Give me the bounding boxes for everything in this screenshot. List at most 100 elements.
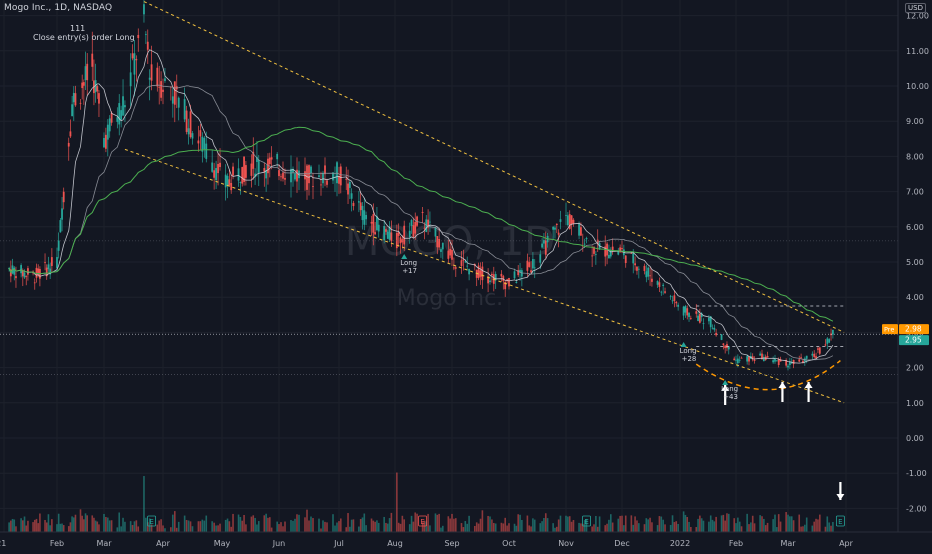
candle-body xyxy=(211,162,214,172)
volume-bar xyxy=(10,520,12,532)
candle-body xyxy=(636,266,638,271)
volume-bar xyxy=(131,525,134,532)
candle-body xyxy=(199,130,202,137)
candle-body xyxy=(118,103,121,125)
volume-bar xyxy=(552,523,554,532)
candle-body xyxy=(86,63,89,81)
candle-body xyxy=(33,282,36,284)
candle-body xyxy=(709,316,712,328)
volume-bar xyxy=(776,527,778,532)
candle-body xyxy=(425,219,428,232)
volume-bar xyxy=(608,519,610,532)
volume-bar xyxy=(826,516,829,532)
candle-body xyxy=(386,231,389,239)
price-tick-label: 8.00 xyxy=(906,152,924,161)
volume-bar xyxy=(819,514,821,532)
volume-bar xyxy=(59,523,62,532)
candle-body xyxy=(239,181,242,183)
candle-body xyxy=(82,82,85,86)
volume-bar xyxy=(377,522,380,532)
volume-bar xyxy=(533,519,536,532)
volume-bar xyxy=(110,520,113,532)
volume-bar xyxy=(515,525,518,532)
volume-bar xyxy=(96,521,99,532)
volume-bar xyxy=(23,516,26,532)
volume-bar xyxy=(226,518,229,532)
candle-body xyxy=(44,262,46,263)
volume-bar xyxy=(390,512,393,532)
volume-bar xyxy=(436,514,439,532)
volume-bar xyxy=(94,520,97,532)
candle-body xyxy=(585,238,588,240)
time-tick-label: Jun xyxy=(272,539,286,548)
candle-body xyxy=(59,220,62,233)
volume-bar xyxy=(122,517,124,532)
watermark-name: Mogo Inc. xyxy=(397,286,503,311)
volume-bar xyxy=(150,524,153,532)
trade-marker xyxy=(680,342,687,347)
volume-bar xyxy=(320,528,322,532)
candle-body xyxy=(632,253,635,264)
volume-bar xyxy=(766,522,769,532)
candle-body xyxy=(197,140,200,144)
up-arrow-head xyxy=(778,382,787,388)
volume-bar xyxy=(84,513,87,532)
candle-body xyxy=(352,202,355,207)
volume-bar xyxy=(634,516,636,532)
volume-bar xyxy=(753,523,756,532)
candle-body xyxy=(215,168,217,181)
candle-body xyxy=(21,270,24,277)
candle-body xyxy=(583,243,586,245)
candle-body xyxy=(421,211,424,213)
price-tick-label: 1.00 xyxy=(906,399,924,408)
candle-body xyxy=(557,232,560,235)
volume-bar xyxy=(414,512,417,532)
volume-bar xyxy=(98,524,100,532)
volume-bar xyxy=(310,516,312,532)
volume-bar xyxy=(270,527,273,532)
candle-body xyxy=(131,53,134,59)
candle-body xyxy=(491,273,493,276)
volume-bar xyxy=(254,517,256,532)
volume-bar xyxy=(604,525,606,532)
candle-body xyxy=(713,327,716,330)
candle-body xyxy=(278,170,280,177)
candle-body xyxy=(103,138,105,148)
volume-bar xyxy=(462,527,465,532)
volume-bar xyxy=(376,520,378,532)
price-axis-bg xyxy=(898,0,932,550)
candle-body xyxy=(348,181,351,188)
earnings-marker xyxy=(147,515,156,527)
volume-bar xyxy=(521,519,523,532)
candle-body xyxy=(372,214,375,233)
time-tick-label: 2021 xyxy=(0,539,6,548)
volume-bar xyxy=(711,519,714,532)
volume-bar xyxy=(506,525,508,532)
volume-bar xyxy=(162,525,164,532)
candle-body xyxy=(129,72,132,87)
candle-body xyxy=(720,334,723,340)
candle-body xyxy=(751,356,754,360)
volume-bar xyxy=(630,515,633,532)
volume-bar xyxy=(191,526,194,532)
volume-bar xyxy=(677,523,679,532)
earnings-marker-label: E xyxy=(584,518,588,526)
candle-body xyxy=(423,227,426,229)
candle-body xyxy=(241,167,244,184)
earnings-marker xyxy=(418,515,427,527)
candle-body xyxy=(250,163,253,176)
candle-body xyxy=(675,301,678,304)
candle-body xyxy=(451,250,453,260)
earnings-marker-label: E xyxy=(838,518,842,526)
volume-bar xyxy=(759,515,761,532)
candle-body xyxy=(385,229,387,232)
candle-body xyxy=(726,344,728,348)
volume-bar xyxy=(466,523,468,532)
candle-body xyxy=(298,170,300,179)
volume-bar xyxy=(306,509,308,532)
volume-bar xyxy=(361,517,364,532)
candle-body xyxy=(217,163,219,174)
candle-body xyxy=(479,270,482,277)
candle-body xyxy=(403,225,406,245)
